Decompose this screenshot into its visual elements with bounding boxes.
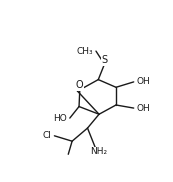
Text: HO: HO xyxy=(53,114,67,123)
Text: S: S xyxy=(101,55,107,65)
Text: OH: OH xyxy=(137,104,151,113)
Text: O: O xyxy=(76,80,84,90)
Text: NH₂: NH₂ xyxy=(90,147,107,157)
Text: CH₃: CH₃ xyxy=(76,47,93,56)
Text: Cl: Cl xyxy=(42,131,51,140)
Text: OH: OH xyxy=(137,77,151,86)
